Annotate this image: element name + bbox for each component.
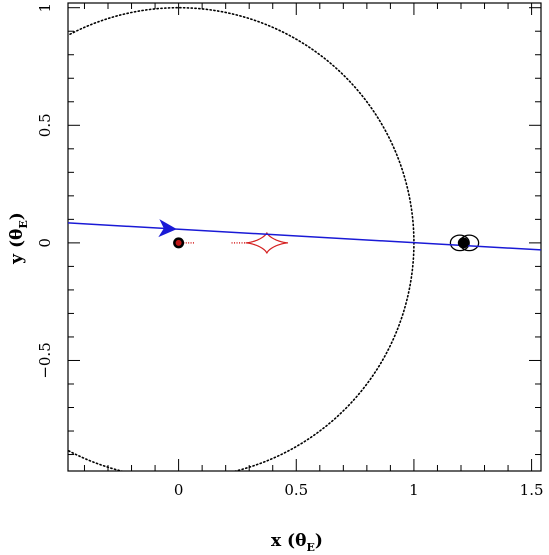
x-axis-label: x (θE) <box>271 531 323 554</box>
lens-primary-core <box>175 239 182 246</box>
x-tick-label: 1.5 <box>520 481 544 499</box>
y-tick-label: 1 <box>36 3 54 13</box>
y-tick-label: −0.5 <box>36 342 54 378</box>
critical-curve-small <box>449 234 470 252</box>
axis-ticks <box>68 3 541 471</box>
source-trajectory <box>68 222 541 251</box>
x-tick-label: 0.5 <box>284 481 308 499</box>
trajectory-arrow <box>158 219 177 238</box>
y-axis-label: y (θE) <box>7 212 30 265</box>
plot-clipped-group <box>68 6 541 471</box>
plot-frame <box>67 2 542 472</box>
y-tick-label: 0 <box>36 238 54 248</box>
x-tick-label: 1 <box>409 481 419 499</box>
plot-layer <box>68 6 541 471</box>
y-tick-label: 0.5 <box>36 113 54 137</box>
x-tick-label: 0 <box>174 481 184 499</box>
critical-curve-large <box>68 6 415 471</box>
caustic-central <box>245 232 289 254</box>
lens-secondary <box>457 237 469 249</box>
axis-tick-labels: 0 0.5 1 1.5 −0.5 0 0.5 1 <box>36 3 544 499</box>
